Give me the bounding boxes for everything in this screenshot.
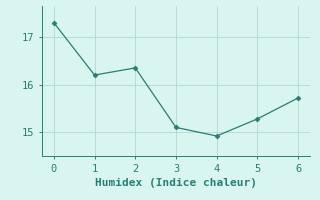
- X-axis label: Humidex (Indice chaleur): Humidex (Indice chaleur): [95, 178, 257, 188]
